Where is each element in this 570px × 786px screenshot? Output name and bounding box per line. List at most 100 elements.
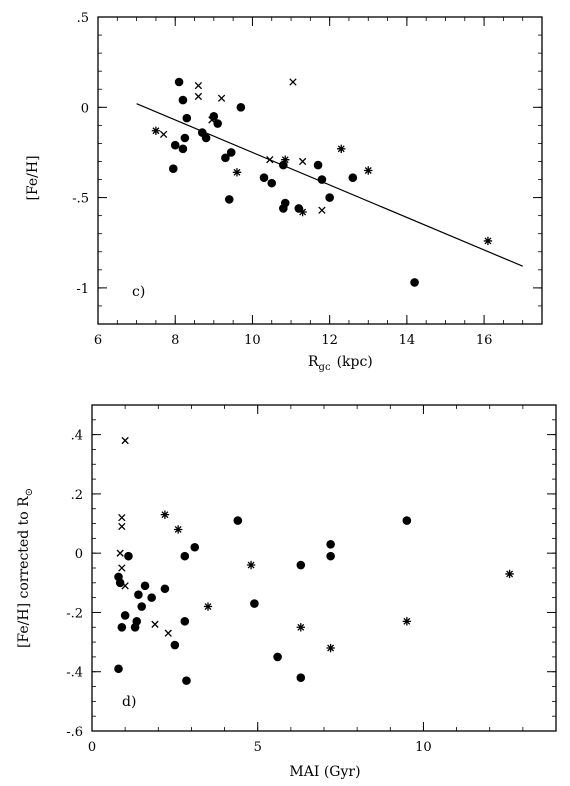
data-point-dot (326, 551, 335, 561)
panel-label-c: c) (132, 284, 145, 300)
data-point-dot (174, 77, 184, 87)
data-point-dot (267, 178, 277, 188)
data-point-dot (132, 617, 142, 626)
data-point-dot (147, 593, 156, 602)
data-point-star (326, 643, 335, 653)
data-point-dot (180, 551, 190, 561)
data-point-cross (118, 522, 126, 531)
data-point-dot (168, 164, 178, 173)
panel-label-d: d) (122, 694, 136, 710)
ticks-d: 0 5 10 .4 .2 0 -.2 -.4 -.6 (66, 404, 557, 755)
data-point-dot (180, 617, 190, 626)
y-tick-label: -.6 (66, 725, 83, 740)
data-point-star (246, 560, 256, 570)
y-tick-label: .2 (71, 488, 83, 503)
data-point-dot (190, 542, 200, 552)
data-point-dot (233, 516, 243, 525)
y-tick-label: 0 (81, 101, 89, 116)
data-point-dot (410, 278, 419, 287)
data-point-cross (121, 582, 129, 590)
points-d (114, 436, 514, 685)
data-point-dot (313, 160, 323, 170)
y-tick-label: -.5 (72, 192, 89, 207)
plot-frame-d (91, 404, 557, 732)
data-point-cross (318, 206, 326, 214)
data-point-dot (117, 622, 127, 632)
y-tick-label: .5 (77, 11, 89, 26)
data-point-star (232, 168, 242, 177)
data-point-dot (326, 539, 335, 549)
data-point-star (337, 144, 346, 154)
x-tick-label: 10 (415, 740, 432, 755)
data-point-dot (170, 140, 180, 150)
data-point-dot (296, 673, 306, 682)
x-axis-label-unit: (kpc) (337, 354, 373, 370)
data-point-dot (178, 144, 188, 154)
data-point-cross (298, 157, 307, 166)
data-point-star (173, 525, 183, 534)
data-point-dot (224, 195, 234, 204)
x-tick-label: 16 (476, 333, 493, 348)
y-axis-label-sub: ⊙ (24, 488, 35, 496)
data-point-cross (121, 436, 129, 445)
data-point-dot (178, 95, 188, 105)
data-point-dot (160, 584, 170, 594)
data-point-star (483, 236, 493, 246)
y-axis-label-c: [Fe/H] (25, 155, 41, 200)
data-point-cross (217, 94, 226, 102)
data-point-dot (124, 551, 133, 561)
x-tick-label: 6 (94, 333, 102, 348)
x-axis-label-main: R (308, 354, 319, 370)
panel-d: 0 5 10 .4 .2 0 -.2 -.4 -.6 d) [Fe/H] corrected t… (16, 404, 557, 780)
data-point-cross (194, 92, 203, 101)
data-point-dot (137, 602, 147, 611)
x-tick-label: 10 (244, 333, 261, 348)
data-point-dot (348, 173, 358, 183)
plot-frame-c (97, 16, 543, 325)
data-point-cross (164, 629, 172, 637)
data-point-dot (226, 148, 236, 157)
data-point-dot (114, 664, 123, 674)
data-point-dot (180, 133, 190, 143)
data-point-dot (250, 599, 259, 608)
data-point-star (151, 126, 161, 135)
data-point-dot (209, 112, 219, 121)
x-tick-label: 5 (254, 740, 262, 755)
data-point-star (281, 155, 290, 164)
data-point-cross (159, 130, 168, 139)
data-point-dot (213, 119, 222, 128)
x-tick-label: 0 (88, 740, 96, 755)
data-point-dot (236, 102, 246, 112)
data-point-star (203, 602, 213, 611)
x-tick-label: 8 (171, 333, 179, 348)
data-point-dot (402, 516, 412, 525)
data-point-star (298, 207, 307, 217)
data-point-dot (140, 581, 150, 591)
data-point-dot (120, 611, 130, 620)
y-axis-label-d: [Fe/H] corrected to R⊙ (16, 488, 35, 648)
y-tick-label: .4 (71, 429, 83, 444)
data-point-dot (115, 578, 125, 588)
x-axis-label-sub: gc (319, 362, 331, 373)
data-point-star (160, 510, 170, 519)
x-tick-label: 14 (399, 333, 416, 348)
x-axis-label-c: Rgc (kpc) (308, 354, 373, 373)
x-tick-label: 12 (321, 333, 338, 348)
data-point-dot (325, 193, 334, 202)
data-point-cross (116, 549, 124, 557)
data-point-dot (201, 133, 211, 143)
data-point-cross (118, 513, 126, 522)
data-point-dot (273, 652, 282, 662)
data-point-cross (289, 78, 297, 86)
y-tick-label: -.4 (66, 666, 83, 681)
points-c (151, 77, 493, 287)
data-point-dot (221, 153, 230, 163)
data-point-dot (279, 204, 288, 213)
data-point-star (296, 623, 305, 632)
y-tick-label: -.2 (66, 606, 83, 621)
ticks-c: 6 8 10 12 14 16 .5 0 -.5 -1 (72, 11, 543, 348)
y-tick-label: -1 (76, 282, 89, 297)
data-point-cross (194, 81, 203, 90)
y-axis-label-main: [Fe/H] corrected to R (16, 496, 32, 648)
data-point-cross (118, 564, 126, 572)
